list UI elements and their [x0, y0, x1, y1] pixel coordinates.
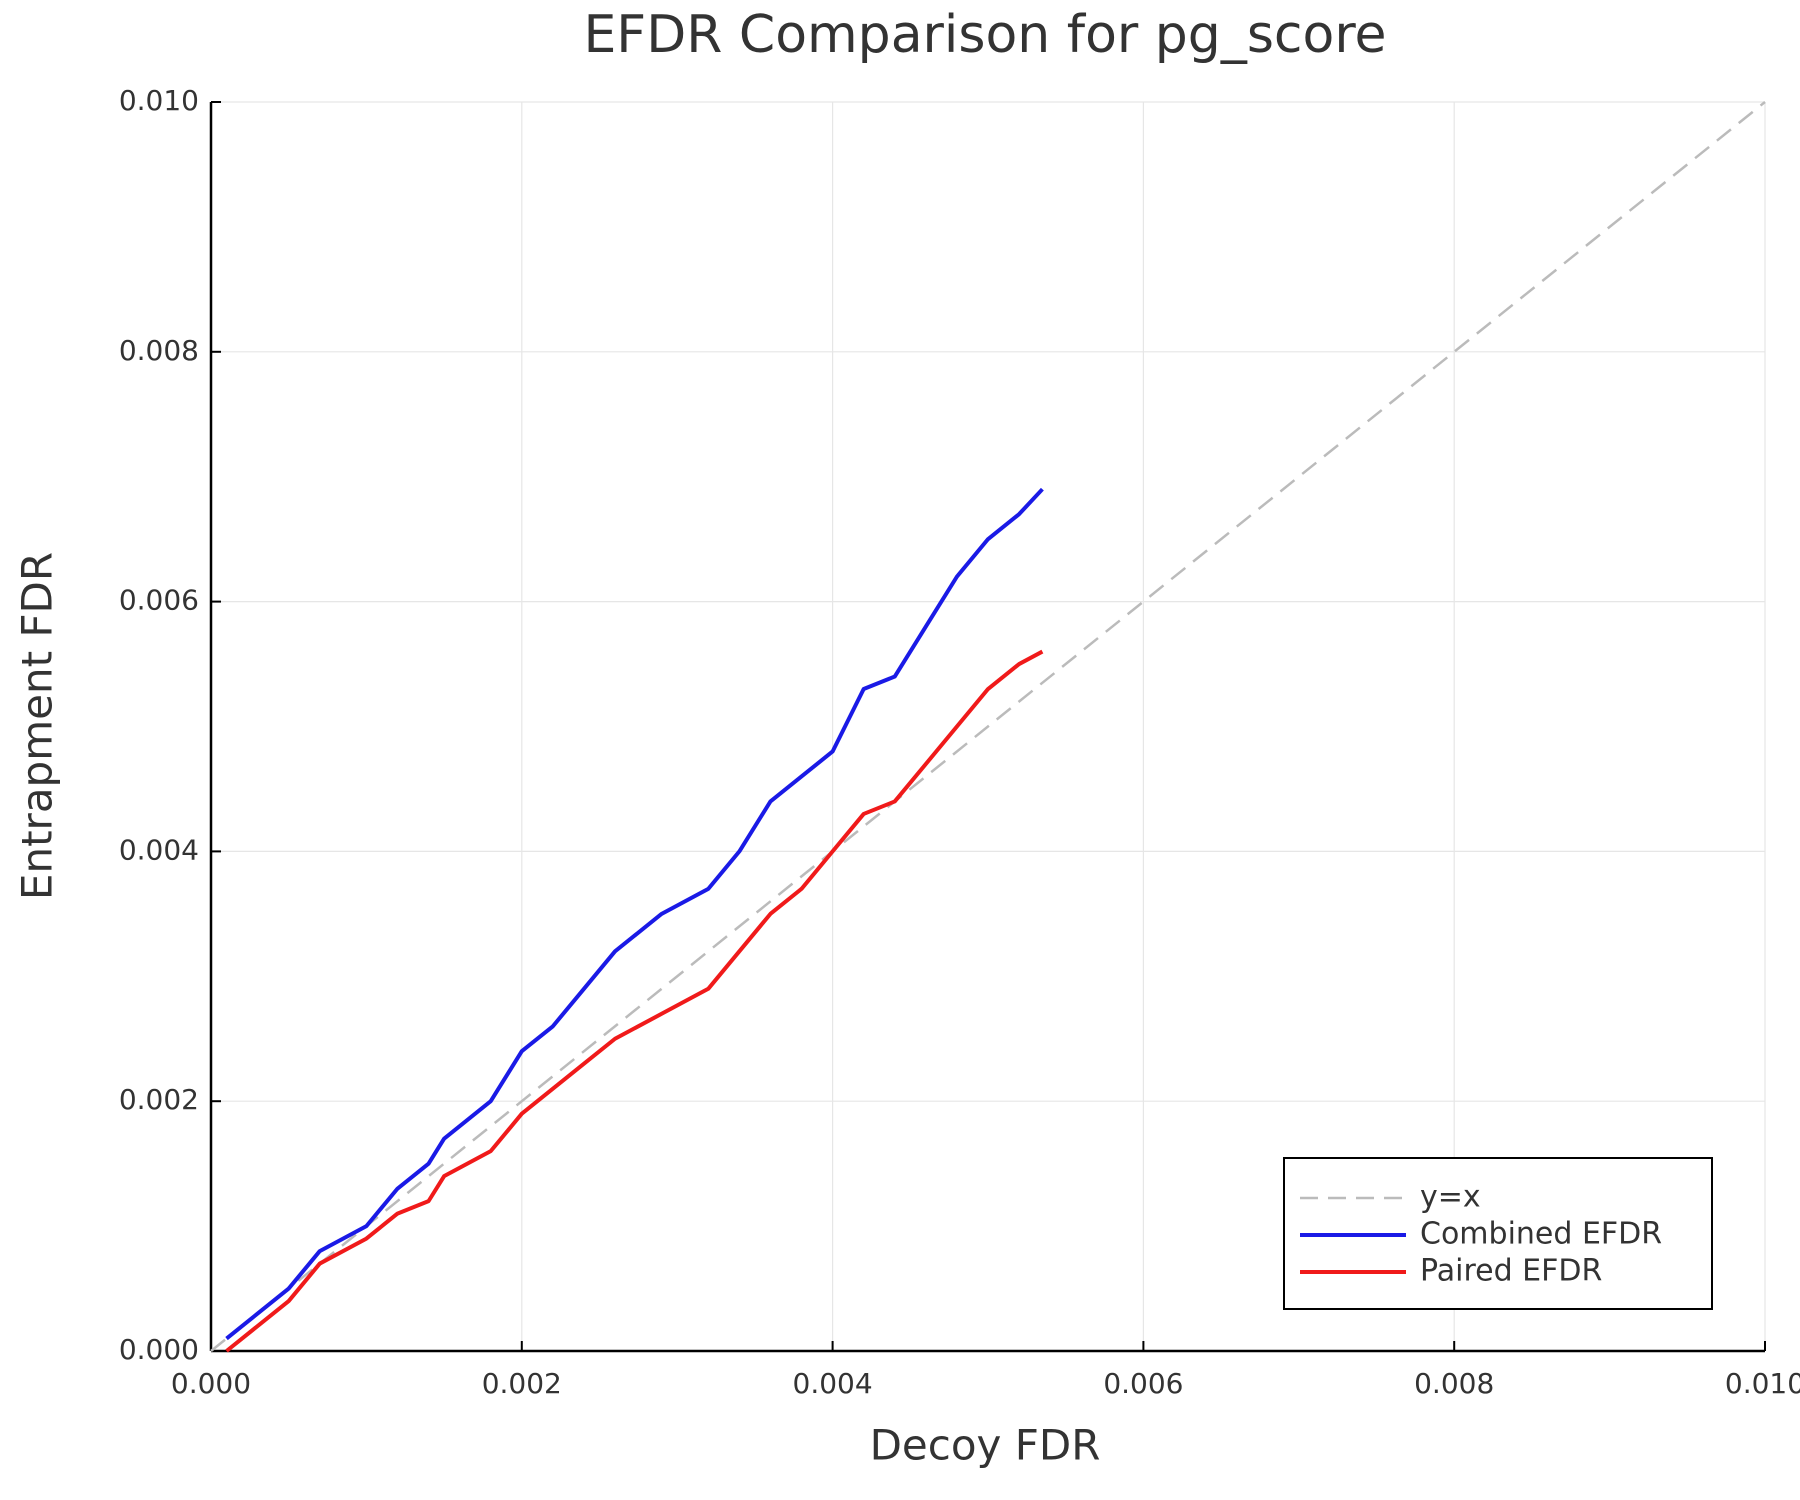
y-tick-label: 0.008 [119, 334, 199, 367]
y-tick-label: 0.010 [119, 84, 199, 117]
x-tick-label: 0.002 [482, 1367, 562, 1400]
legend-label: Combined EFDR [1420, 1217, 1662, 1252]
x-tick-label: 0.006 [1103, 1367, 1183, 1400]
y-tick-label: 0.006 [119, 584, 199, 617]
x-tick-label: 0.008 [1414, 1367, 1494, 1400]
x-tick-label: 0.010 [1725, 1367, 1800, 1400]
y-tick-label: 0.004 [119, 833, 199, 866]
legend-label: Paired EFDR [1420, 1254, 1602, 1289]
chart-title: EFDR Comparison for pg_score [583, 5, 1386, 65]
legend-label: y=x [1420, 1180, 1481, 1215]
series-line [210, 101, 1766, 1352]
series-line [225, 487, 1044, 1341]
x-axis-label: Decoy FDR [870, 1421, 1101, 1470]
y-tick-label: 0.000 [119, 1333, 199, 1366]
y-axis-label: Entrapment FDR [13, 552, 62, 900]
x-tick-label: 0.004 [793, 1367, 873, 1400]
y-tick-label: 0.002 [119, 1083, 199, 1116]
series-line [225, 649, 1044, 1353]
x-tick-label: 0.000 [171, 1367, 251, 1400]
